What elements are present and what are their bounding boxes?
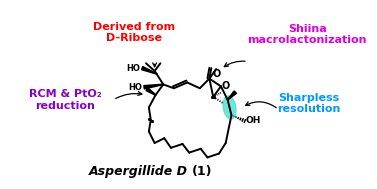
- Text: HO: HO: [128, 83, 142, 92]
- Text: (1): (1): [192, 165, 213, 178]
- Text: O: O: [212, 69, 221, 79]
- FancyArrowPatch shape: [246, 102, 276, 108]
- Polygon shape: [141, 67, 156, 74]
- Text: O: O: [222, 81, 230, 91]
- Polygon shape: [144, 84, 163, 89]
- FancyArrowPatch shape: [224, 61, 245, 67]
- FancyArrowPatch shape: [116, 91, 142, 98]
- FancyArrowPatch shape: [153, 63, 156, 67]
- Text: Derived from
D-Ribose: Derived from D-Ribose: [93, 22, 176, 43]
- Text: RCM & PtO₂
reduction: RCM & PtO₂ reduction: [29, 89, 102, 111]
- Text: Sharpless
resolution: Sharpless resolution: [277, 93, 341, 114]
- Polygon shape: [227, 91, 236, 100]
- Polygon shape: [146, 88, 156, 95]
- Text: Shiina
macrolactonization: Shiina macrolactonization: [248, 24, 367, 45]
- Text: HO: HO: [126, 64, 140, 73]
- Text: OH: OH: [246, 116, 261, 125]
- Ellipse shape: [223, 96, 236, 119]
- Text: Aspergillide D: Aspergillide D: [89, 165, 192, 178]
